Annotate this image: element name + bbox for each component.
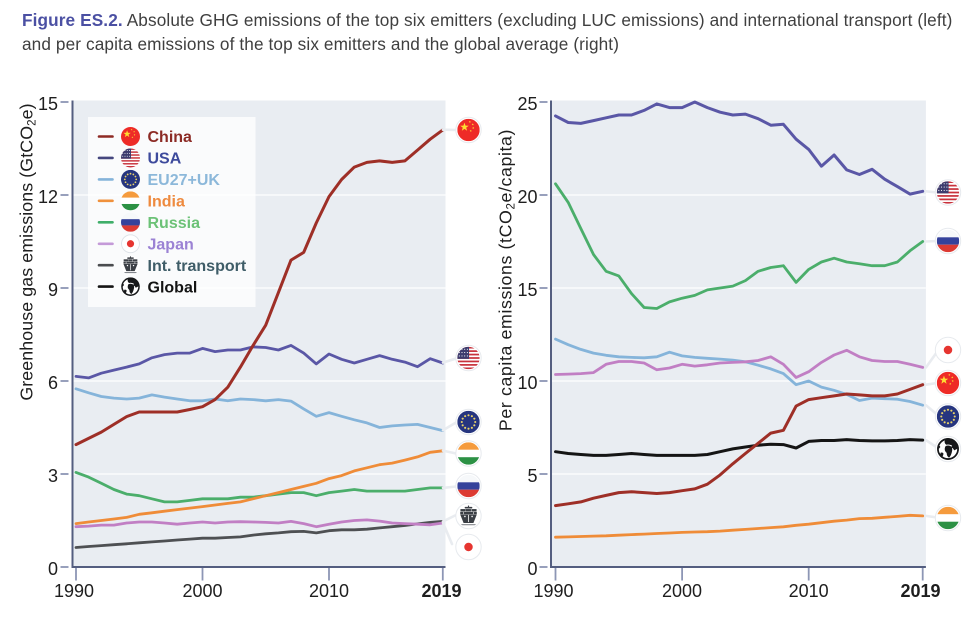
svg-text:India: India bbox=[148, 194, 185, 211]
svg-text:1990: 1990 bbox=[533, 581, 573, 601]
svg-text:0: 0 bbox=[527, 559, 537, 579]
svg-text:20: 20 bbox=[517, 187, 537, 207]
svg-text:EU27+UK: EU27+UK bbox=[148, 172, 221, 189]
svg-text:15: 15 bbox=[38, 94, 58, 114]
svg-text:China: China bbox=[148, 129, 193, 146]
svg-text:12: 12 bbox=[38, 187, 58, 207]
svg-text:2019: 2019 bbox=[421, 581, 461, 601]
svg-text:25: 25 bbox=[517, 94, 537, 114]
svg-text:Global: Global bbox=[148, 279, 198, 296]
svg-text:Japan: Japan bbox=[148, 236, 194, 253]
svg-text:Russia: Russia bbox=[148, 215, 201, 232]
svg-text:6: 6 bbox=[48, 373, 58, 393]
svg-text:2010: 2010 bbox=[309, 581, 349, 601]
svg-text:15: 15 bbox=[517, 280, 537, 300]
svg-text:5: 5 bbox=[527, 466, 537, 486]
svg-text:Per capita emissions (tCO2e/ca: Per capita emissions (tCO2e/capita) bbox=[496, 129, 518, 431]
svg-text:0: 0 bbox=[48, 559, 58, 579]
svg-text:Int. transport: Int. transport bbox=[148, 258, 247, 275]
svg-text:Greenhouse gas emissions (GtCO: Greenhouse gas emissions (GtCO2e) bbox=[17, 103, 39, 400]
svg-text:1990: 1990 bbox=[54, 581, 94, 601]
svg-text:9: 9 bbox=[48, 280, 58, 300]
svg-text:2000: 2000 bbox=[662, 581, 702, 601]
svg-text:10: 10 bbox=[517, 373, 537, 393]
svg-text:2019: 2019 bbox=[900, 581, 940, 601]
svg-text:2000: 2000 bbox=[182, 581, 222, 601]
svg-text:USA: USA bbox=[148, 151, 182, 168]
svg-text:3: 3 bbox=[48, 466, 58, 486]
svg-text:2010: 2010 bbox=[789, 581, 829, 601]
